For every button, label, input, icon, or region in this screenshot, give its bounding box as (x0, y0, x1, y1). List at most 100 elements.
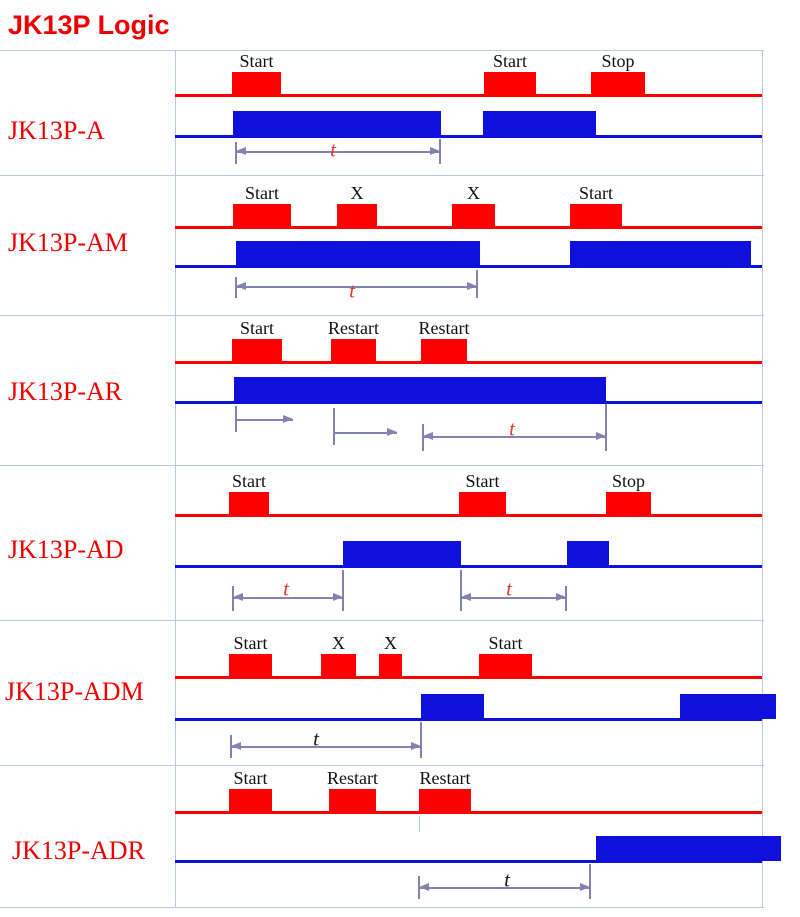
pulse-label: X (350, 183, 364, 203)
pulse-label: X (384, 633, 397, 653)
arrow-line (461, 597, 566, 599)
input-pulse-start (232, 72, 281, 95)
grid-line-horizontal (0, 465, 764, 466)
arrow-end-bar (333, 408, 335, 445)
output-signal-line (175, 265, 762, 268)
pulse-label: Start (493, 51, 527, 71)
arrow-head-right-icon (430, 147, 440, 155)
arrow-head-left-icon (236, 282, 246, 290)
arrow-head-left-icon (419, 883, 429, 891)
arrow-end-bar (235, 277, 237, 298)
input-pulse-x (379, 654, 402, 677)
arrow-head-right-icon (580, 883, 590, 891)
t-label: t (506, 576, 512, 601)
t-label: t (283, 576, 289, 601)
pulse-label: Start (245, 183, 279, 203)
arrow-head-left-icon (236, 147, 246, 155)
arrow-head-left-icon (461, 593, 471, 601)
input-pulse-start (229, 654, 272, 677)
output-block (421, 694, 484, 719)
arrow-head-right-icon (556, 593, 566, 601)
output-signal-line (175, 718, 762, 721)
pulse-label: Restart (419, 768, 471, 788)
output-block (570, 241, 751, 266)
arrow-line (233, 597, 343, 599)
arrow-end-bar (230, 735, 232, 758)
pulse-label: Stop (611, 471, 646, 491)
output-block (233, 111, 441, 136)
arrow-end-bar (232, 586, 234, 611)
arrow-head-right-icon (387, 428, 397, 436)
input-pulse-stop (591, 72, 645, 95)
input-signal-line (175, 676, 762, 679)
arrow-line (423, 436, 606, 438)
arrow-head-left-icon (233, 593, 243, 601)
input-pulse-x (452, 204, 495, 227)
grid-line-horizontal (0, 907, 764, 908)
output-block (234, 377, 606, 402)
row-label: JK13P-A (8, 116, 105, 145)
grid-line-vertical (762, 50, 763, 907)
pulse-label: X (332, 633, 345, 653)
input-pulse-stop (606, 492, 651, 515)
arrow-head-left-icon (231, 742, 241, 750)
input-pulse-restart (419, 789, 471, 812)
pulse-label: Start (239, 51, 274, 71)
input-signal-line (175, 361, 762, 364)
arrow-end-bar (235, 142, 237, 164)
pulse-label: Start (488, 633, 523, 653)
input-pulse-restart (329, 789, 376, 812)
output-block (567, 541, 609, 566)
output-signal-line (175, 860, 762, 863)
pulse-label: Restart (328, 318, 379, 338)
arrow-end-bar (422, 424, 424, 451)
input-pulse-start (229, 492, 269, 515)
input-pulse-start (459, 492, 506, 515)
output-block (483, 111, 596, 136)
input-signal-line (175, 226, 762, 229)
input-pulse-start (479, 654, 532, 677)
arrow-end-bar (235, 406, 237, 432)
t-label: t (504, 867, 510, 892)
output-block (236, 241, 480, 266)
pulse-label: Restart (327, 768, 378, 788)
arrow-line (236, 419, 293, 421)
arrow-end-bar (476, 270, 478, 298)
pulse-label: X (467, 183, 480, 203)
arrow-head-left-icon (423, 432, 433, 440)
input-pulse-start (232, 339, 282, 362)
input-pulse-restart (331, 339, 376, 362)
grid-line-horizontal (0, 315, 764, 316)
arrow-end-bar (439, 139, 441, 164)
arrow-end-bar (420, 722, 422, 758)
t-label: t (330, 137, 336, 162)
arrow-head-right-icon (283, 415, 293, 423)
grid-line-horizontal (0, 50, 764, 51)
arrow-head-right-icon (333, 593, 343, 601)
arrow-line (419, 887, 590, 889)
input-pulse-start (570, 204, 622, 227)
output-block (596, 836, 781, 861)
output-signal-line (175, 401, 762, 404)
arrow-end-bar (605, 404, 607, 451)
arrow-head-right-icon (596, 432, 606, 440)
input-pulse-start (233, 204, 291, 227)
row-label: JK13P-AM (8, 228, 128, 257)
arrow-line (231, 746, 421, 748)
arrow-end-bar (460, 570, 462, 611)
arrow-line (334, 432, 397, 434)
input-pulse-start (229, 789, 272, 812)
arrow-head-right-icon (467, 282, 477, 290)
input-signal-line (175, 811, 762, 814)
row-label: JK13P-AD (8, 535, 124, 564)
grid-line-horizontal (0, 175, 764, 176)
pulse-label: Restart (418, 318, 470, 338)
pulse-label: Start (232, 471, 266, 491)
grid-line-horizontal (0, 765, 764, 766)
output-signal-line (175, 565, 762, 568)
arrow-end-bar (589, 864, 591, 899)
grid-line-vertical (175, 50, 176, 907)
output-block (680, 694, 776, 719)
input-pulse-x (337, 204, 377, 227)
